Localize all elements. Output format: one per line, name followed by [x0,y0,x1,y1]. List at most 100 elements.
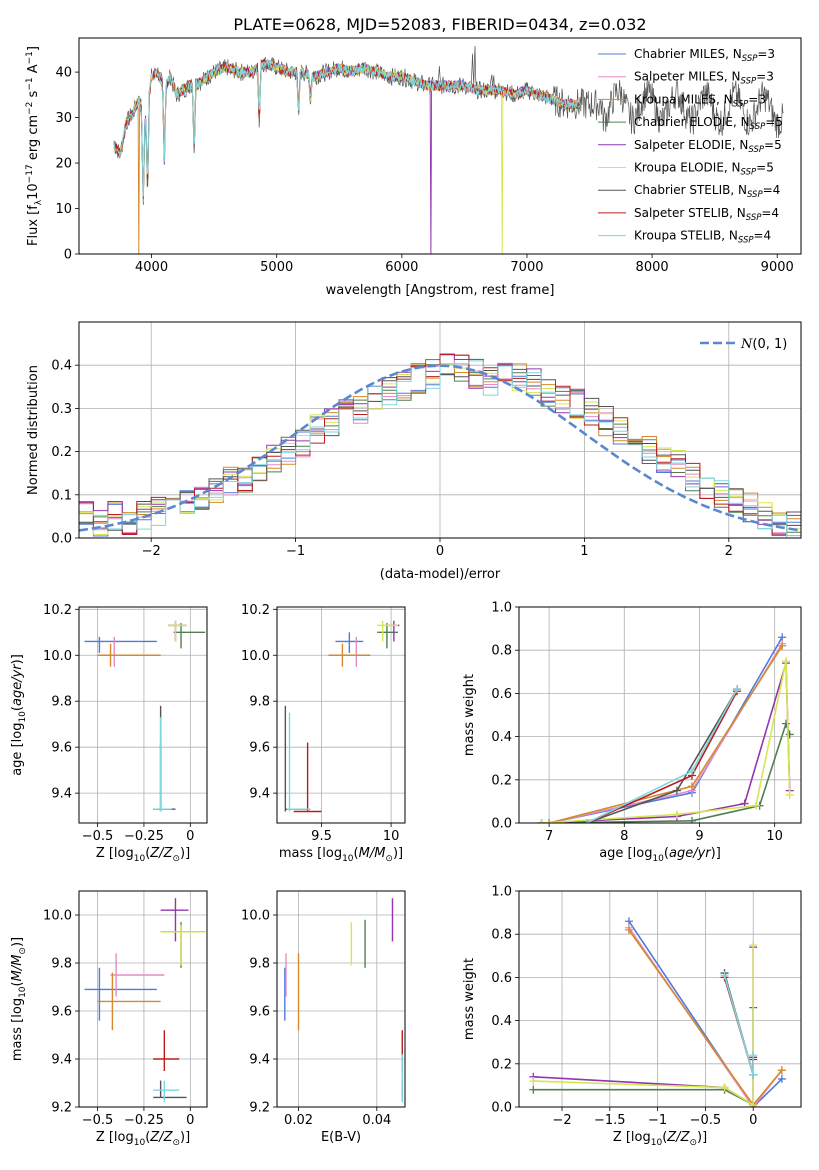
label-part: Z [log [96,1130,134,1145]
legend-name: Chabrier STELIB, N [634,183,747,197]
plus-marker [720,971,729,980]
y-tick-label: 0.0 [51,532,72,547]
label-part: ⊙ [172,854,180,864]
legend-name: Salpeter ELODIE, N [634,138,748,152]
plus-marker [749,1051,758,1060]
plus-marker [687,782,696,791]
y-tick-label: 30 [55,111,72,126]
legend-label: N(0, 1) [740,337,787,352]
plus-marker [687,816,696,823]
label-part: −1 [25,77,35,90]
x-tick-label: −0.5 [690,1113,722,1128]
y-tick-label: 0.4 [491,1014,512,1029]
legend-n: =4 [763,183,781,197]
label-part: )] [180,846,190,861]
spectrum-model-salpeter-miles [113,59,581,203]
label-part: erg cm [26,115,41,164]
spectrum-model-salpeter-stelib [113,58,581,193]
label-part: ( [662,1130,667,1145]
x-tick-label: −0.5 [82,1113,114,1128]
plus-marker [537,819,546,823]
label-part: −17 [25,164,35,183]
x-tick-label: −1 [648,1113,667,1128]
y-tick-label: 9.6 [249,741,270,756]
legend-label: Chabrier ELODIE, NSSP=5 [634,115,783,132]
y-tick-label: 9.4 [51,1053,72,1068]
label-part: Z/Z [149,1130,173,1145]
x-tick-label: 2 [725,544,733,559]
legend-label: Salpeter STELIB, NSSP=4 [634,206,779,223]
series-line [541,721,791,823]
x-tick-label: 7000 [510,260,543,275]
plot-area [84,898,206,1103]
label-part: ⊙ [689,1138,697,1148]
legend-sub: SSP [747,190,763,200]
legend-sub: SSP [748,145,764,155]
x-tick-label: 0 [186,1113,194,1128]
label-part: ⊙ [18,947,28,955]
x-axis-label: E(B-V) [321,1130,361,1145]
panel-spectrum: 4000 5000 6000 7000 8000 9000 0 10 20 30 40 wavelen… [25,37,802,298]
label-part: 10 [18,986,28,998]
legend-n: =3 [757,47,775,61]
legend-n: =5 [756,161,774,175]
legend-name: Kroupa MILES, N [634,92,733,106]
series-line [533,947,755,1107]
x-tick-label: 8000 [636,260,669,275]
label-part: 10 [652,854,664,864]
y-tick-label: 10.0 [241,909,270,924]
plus-marker [672,786,681,795]
label-part: )] [697,1130,707,1145]
label-part: age/yr [10,663,25,706]
label-part: )] [180,1130,190,1145]
x-axis-label: wavelength [Angstrom, rest frame] [326,283,555,298]
label-part: A [26,64,41,77]
series-line [586,688,738,823]
panel-mass-vs-Z: −0.5 −0.25 09.29.49.69.810.0Z [log10(Z/Z⊙)… [10,890,208,1148]
legend-sub: SSP [746,213,762,223]
plot-area [284,620,400,813]
y-tick-label: 0.4 [491,730,512,745]
series-line [723,974,755,1075]
y-tick-label: 9.6 [51,741,72,756]
y-tick-label: 40 [55,66,72,81]
series-line [586,690,738,823]
label-part: M/M [10,955,25,982]
plus-marker [733,685,742,694]
y-tick-label: 9.4 [249,1053,270,1068]
plus-marker [529,1085,538,1094]
plus-marker [781,657,790,665]
legend-sub: SSP [738,236,754,246]
y-tick-label: 0.8 [491,644,512,659]
plot-area [113,45,784,254]
plus-marker [777,1066,786,1075]
plus-marker [749,1070,758,1079]
plus-marker [672,810,681,819]
axes-frame [518,606,802,824]
legend-n: =5 [764,138,782,152]
legend-symbol: N [740,337,753,352]
x-tick-label: 0 [436,544,444,559]
label-part: age [log [599,846,652,861]
y-tick-label: 0.1 [51,488,72,503]
x-tick-label: −2 [142,544,161,559]
label-part: ( [664,846,669,861]
legend-label: Chabrier STELIB, NSSP=4 [634,183,780,200]
label-part: ⊙ [385,854,393,864]
plot-area [529,917,786,1107]
label-part: Z [log [96,846,134,861]
x-tick-label: −1 [286,544,305,559]
y-axis-label: mass weight [462,958,477,1040]
series-line [533,945,755,1107]
legend-label: Kroupa MILES, NSSP=3 [634,92,766,109]
panel-mass-vs-EBV: 0.02 0.04 9.2 9.4 9.6 9.8 10.0 E(B-V) [241,890,406,1145]
label-part: ( [145,1130,150,1145]
y-axis-label: age [log10(age/yr)] [10,654,28,776]
plus-marker [749,1100,758,1107]
y-tick-label: 0.0 [491,817,512,832]
x-tick-label: −1.5 [594,1113,626,1128]
plot-area [537,633,794,823]
y-tick-label: 9.2 [249,1101,270,1116]
